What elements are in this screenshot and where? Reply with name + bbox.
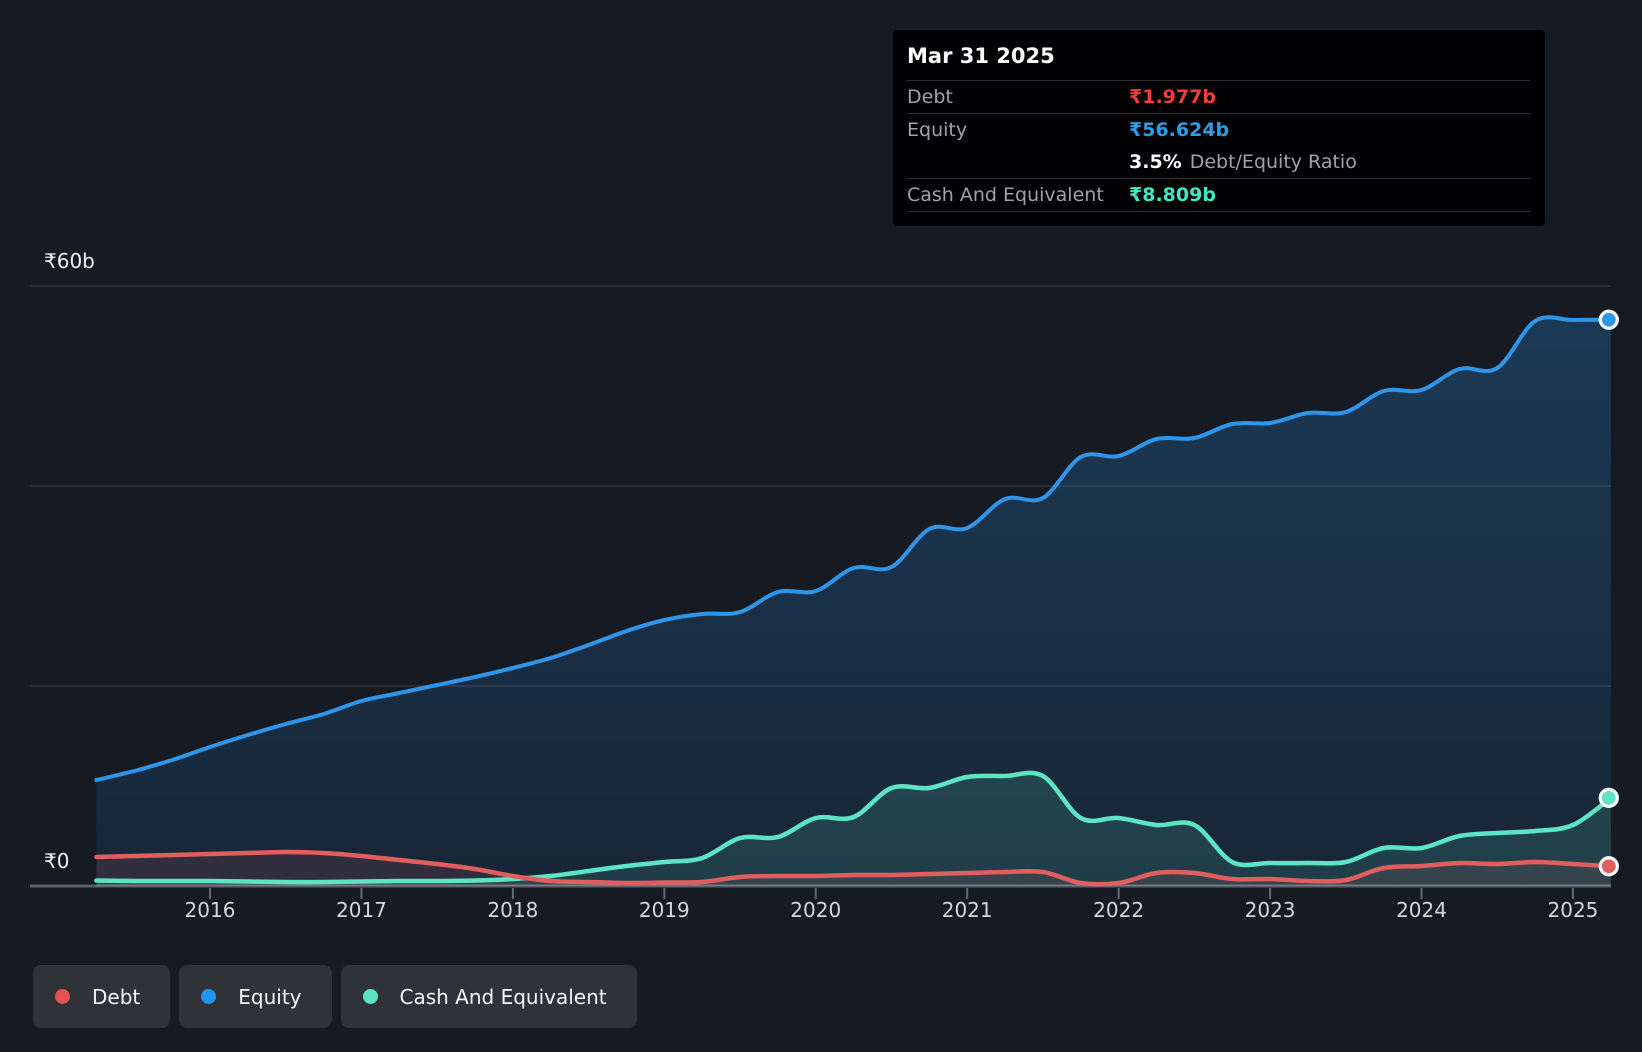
legend-pill-equity[interactable]: Equity [179, 965, 332, 1028]
equity-line [94, 315, 1613, 782]
tooltip-equity-value: ₹56.624b [1129, 119, 1230, 141]
x-axis-label-2021: 2021 [942, 898, 993, 922]
tooltip-cash-value: ₹8.809b [1129, 184, 1216, 206]
tooltip-equity-label: Equity [907, 119, 968, 141]
chart-tooltip: Mar 31 2025 Debt ₹1.977b Equity ₹56.624b… [893, 30, 1545, 226]
debt-endpoint-marker [1598, 856, 1619, 877]
tooltip-debt-label: Debt [907, 86, 953, 108]
legend-pill-debt[interactable]: Debt [33, 965, 171, 1028]
tooltip-ratio-row: 3.5% Debt/Equity Ratio [907, 146, 1531, 178]
x-axis-label-2018: 2018 [487, 898, 538, 922]
tooltip-debt-row: Debt ₹1.977b [907, 80, 1531, 113]
equity-series-dot-icon [201, 989, 217, 1004]
tooltip-cash-label: Cash And Equivalent [907, 184, 1104, 206]
chart-legend: Debt Equity Cash And Equivalent [33, 965, 637, 1028]
equity-endpoint-marker [1598, 309, 1619, 330]
legend-debt-label: Debt [92, 984, 141, 1009]
tooltip-date: Mar 31 2025 [907, 44, 1055, 68]
debt-series-dot-icon [55, 989, 70, 1004]
x-axis-label-2025: 2025 [1548, 898, 1599, 922]
x-axis-label-2024: 2024 [1396, 898, 1447, 922]
x-axis-label-2017: 2017 [336, 898, 387, 922]
tooltip-ratio-label: Debt/Equity Ratio [1189, 151, 1357, 173]
tooltip-ratio-value: 3.5% [1129, 151, 1182, 173]
tooltip-debt-value: ₹1.977b [1129, 86, 1216, 108]
cash-and-equivalent-area [96, 772, 1611, 886]
y-axis-label-60b: ₹60b [44, 249, 95, 273]
x-axis-label-2019: 2019 [639, 898, 690, 922]
y-axis-label-0b: ₹0 [44, 849, 69, 873]
debt-line [94, 849, 1614, 887]
x-axis-label-2022: 2022 [1093, 898, 1144, 922]
debt-area [96, 852, 1611, 886]
x-axis-label-2016: 2016 [185, 898, 236, 922]
x-axis-label-2020: 2020 [790, 898, 841, 922]
legend-pill-cash[interactable]: Cash And Equivalent [340, 965, 637, 1028]
cash-and-equivalent-endpoint-marker [1598, 787, 1619, 809]
x-axis-label-2023: 2023 [1245, 898, 1296, 922]
tooltip-equity-row: Equity ₹56.624b [907, 113, 1531, 146]
equity-area [96, 317, 1611, 886]
legend-equity-label: Equity [238, 984, 302, 1009]
cash-series-dot-icon [362, 989, 378, 1004]
tooltip-cash-row: Cash And Equivalent ₹8.809b [907, 178, 1531, 212]
cash-and-equivalent-line [94, 770, 1614, 885]
legend-cash-label: Cash And Equivalent [399, 984, 607, 1009]
